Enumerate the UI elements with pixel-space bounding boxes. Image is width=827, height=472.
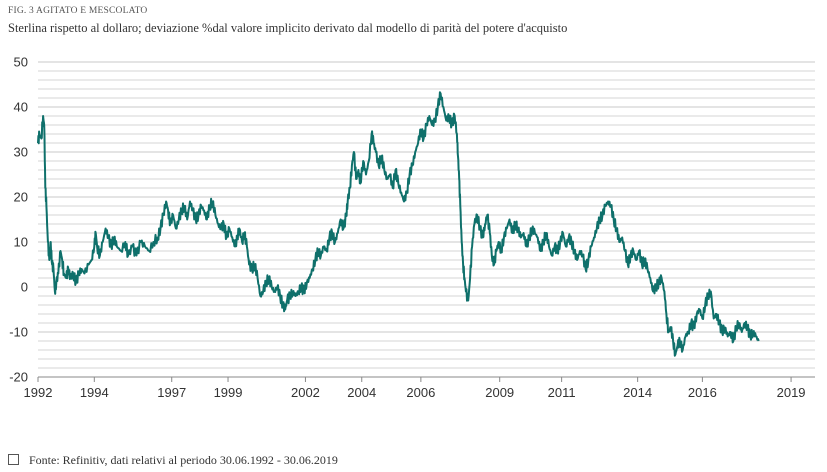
y-tick-label: 0: [21, 280, 28, 295]
line-chart: 50 40 30 20 10 0 -10 -20 1992 1994 1997 1999 2002 20…: [9, 55, 815, 400]
y-tick-label: 50: [14, 55, 28, 70]
y-tick-label: 40: [14, 100, 28, 115]
x-tick-label: 2014: [623, 385, 652, 400]
source-text: Fonte: Refinitiv, dati relativi al perio…: [29, 453, 338, 467]
x-tick-label: 2004: [347, 385, 376, 400]
y-axis-ticks: 50 40 30 20 10 0 -10 -20: [9, 55, 28, 385]
x-tick-label: 1994: [80, 385, 109, 400]
square-icon: [8, 454, 19, 465]
y-tick-label: 30: [14, 145, 28, 160]
x-tick-label: 1992: [24, 385, 53, 400]
source-note: Fonte: Refinitiv, dati relativi al perio…: [8, 453, 338, 468]
x-tick-label: 2011: [548, 385, 576, 400]
x-tick-label: 2002: [291, 385, 320, 400]
x-tick-label: 2009: [485, 385, 514, 400]
x-tick-label: 2006: [406, 385, 435, 400]
chart-title: Sterlina rispetto al dollaro; deviazione…: [8, 21, 568, 35]
x-tick-label: 2016: [688, 385, 717, 400]
y-tick-label: 20: [14, 190, 28, 205]
x-tick-label: 1997: [157, 385, 186, 400]
y-tick-label: -10: [9, 325, 28, 340]
series-line: [37, 91, 760, 357]
y-tick-label: 10: [14, 235, 28, 250]
x-tick-label: 2019: [777, 385, 806, 400]
series-group: [37, 91, 760, 357]
gridlines: [38, 61, 815, 378]
y-tick-label: -20: [9, 370, 28, 385]
x-axis: 1992 1994 1997 1999 2002 2004 2006 2009 2011 2014…: [24, 376, 815, 400]
x-tick-label: 1999: [214, 385, 243, 400]
figure-label: FIG. 3 AGITATO E MESCOLATO: [8, 6, 148, 16]
